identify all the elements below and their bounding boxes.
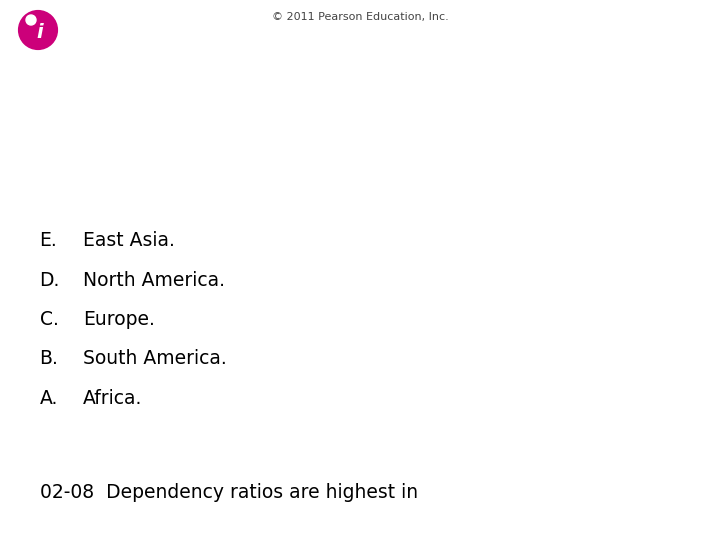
Circle shape bbox=[20, 12, 56, 48]
Text: East Asia.: East Asia. bbox=[83, 231, 175, 250]
Text: South America.: South America. bbox=[83, 349, 227, 368]
Text: A.: A. bbox=[40, 389, 58, 408]
Text: 02-08  Dependency ratios are highest in: 02-08 Dependency ratios are highest in bbox=[40, 483, 418, 502]
Text: i: i bbox=[37, 23, 43, 42]
Text: B.: B. bbox=[40, 349, 58, 368]
Text: North America.: North America. bbox=[83, 271, 225, 289]
Text: Africa.: Africa. bbox=[83, 389, 142, 408]
Text: Europe.: Europe. bbox=[83, 310, 155, 329]
Text: D.: D. bbox=[40, 271, 60, 289]
Text: E.: E. bbox=[40, 231, 58, 250]
Text: C.: C. bbox=[40, 310, 58, 329]
Circle shape bbox=[26, 15, 36, 25]
Text: © 2011 Pearson Education, Inc.: © 2011 Pearson Education, Inc. bbox=[271, 11, 449, 22]
